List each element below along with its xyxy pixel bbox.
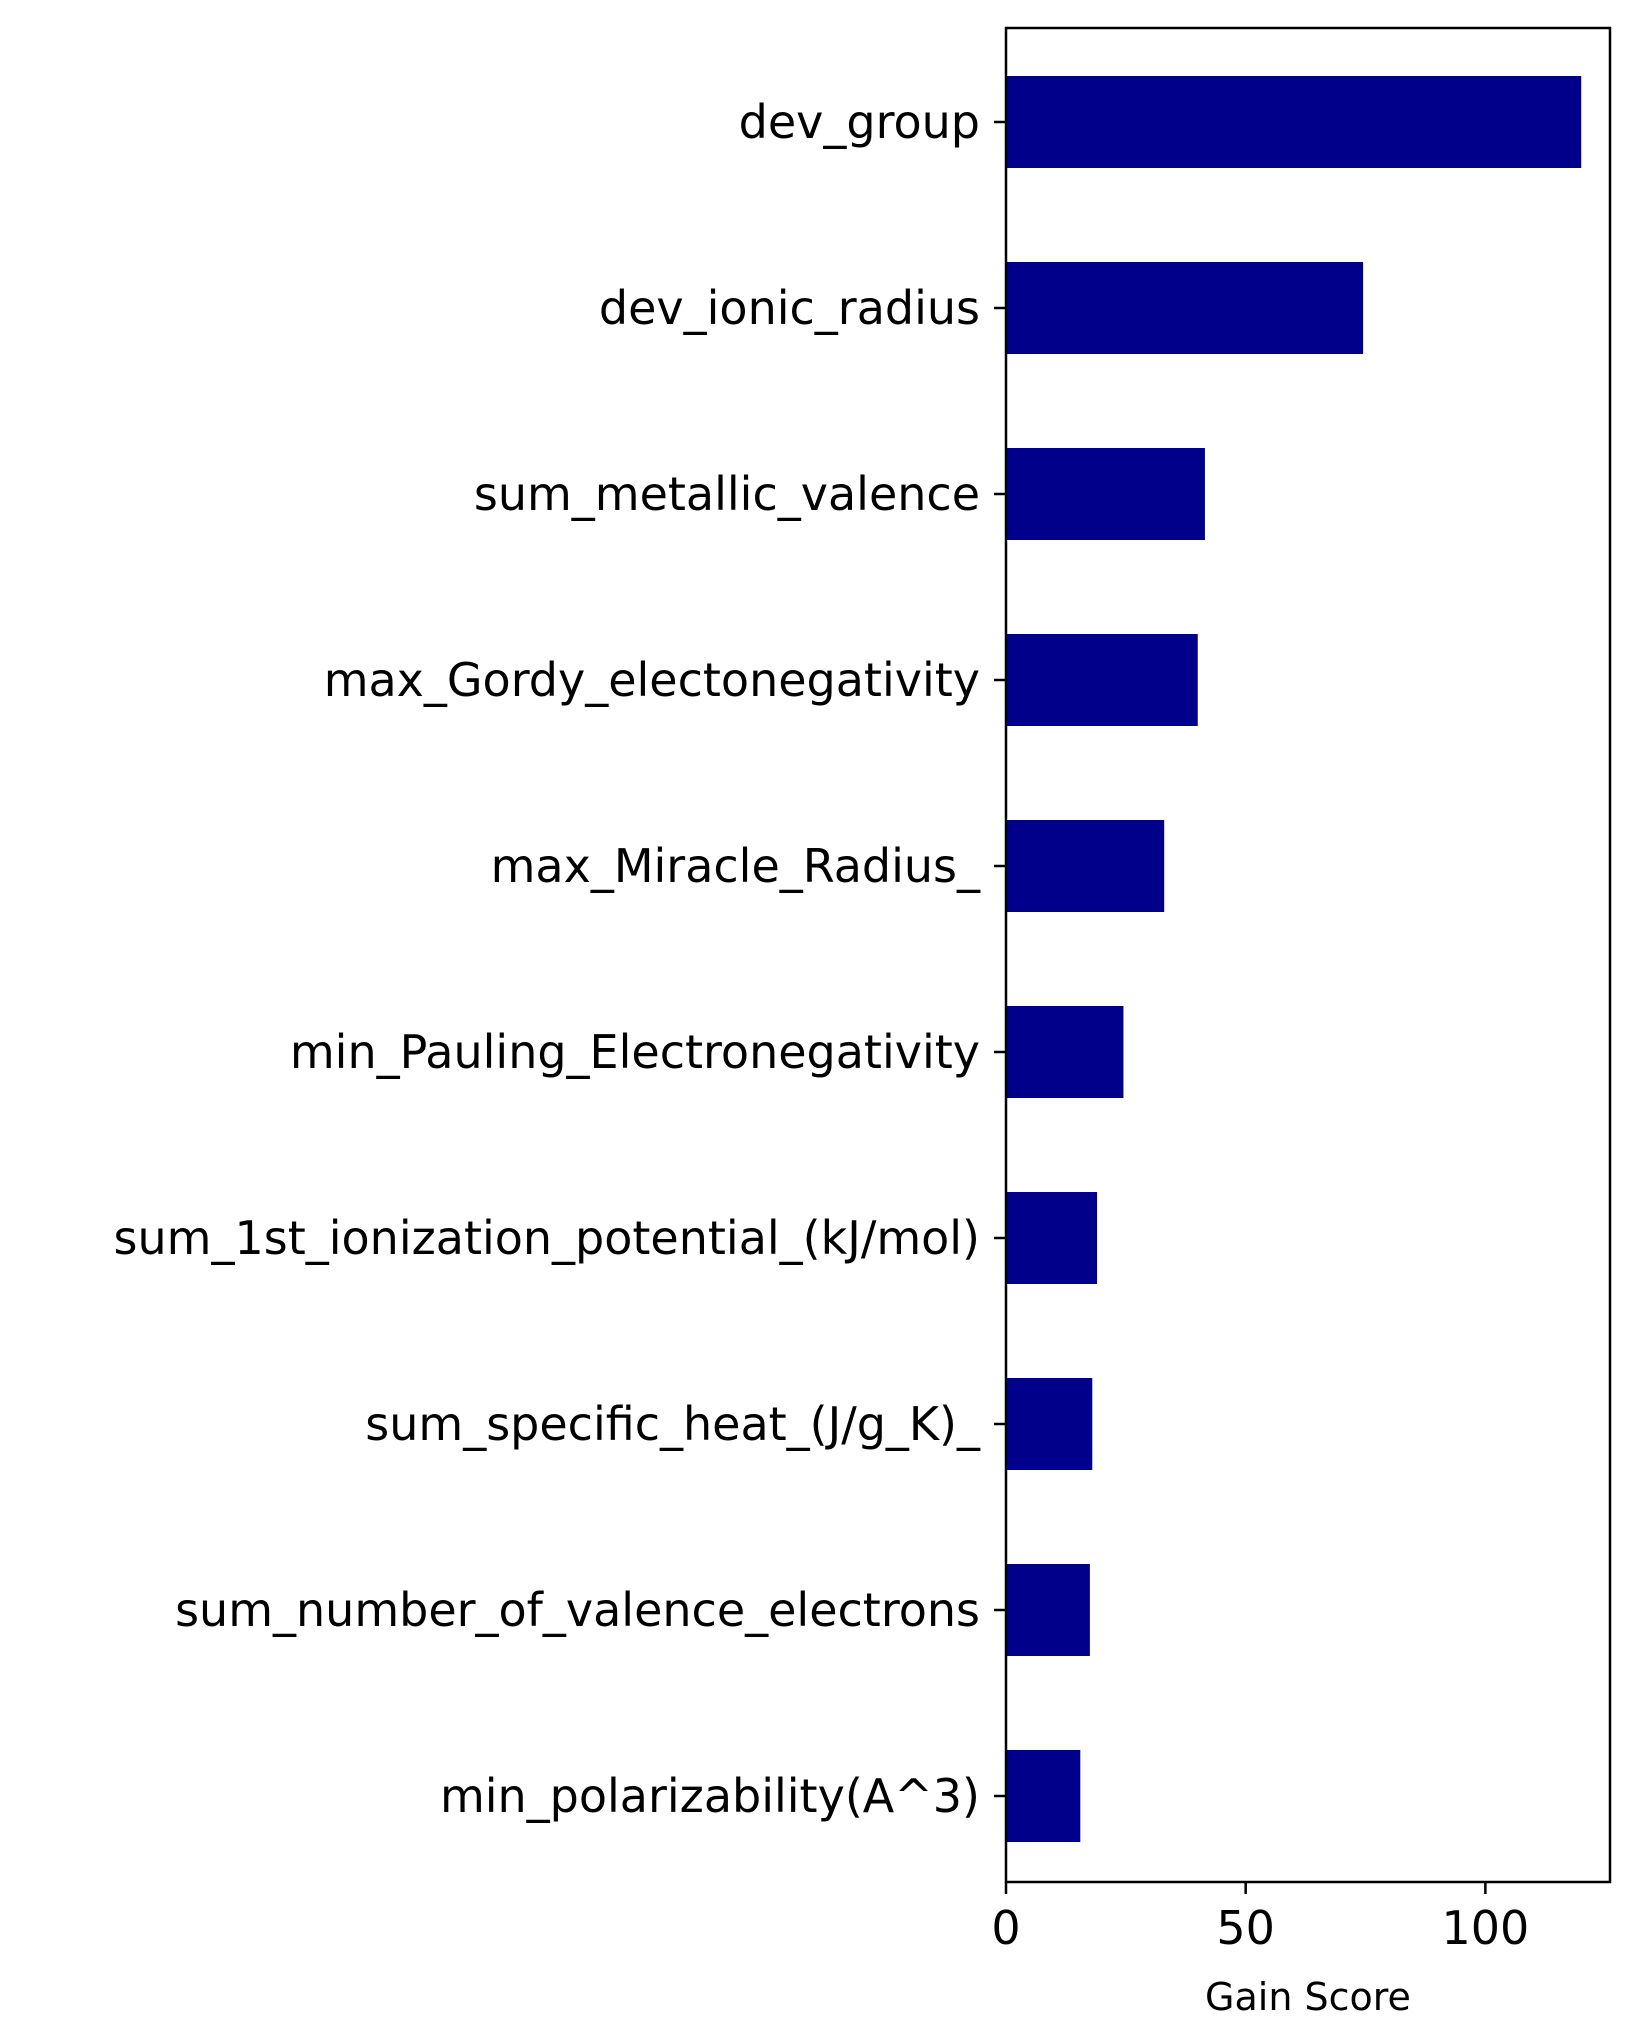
bar-1 (1006, 262, 1364, 354)
axes-frame (1004, 26, 1612, 1884)
bar-8 (1006, 1564, 1090, 1656)
y-axis-ticks: dev_group dev_ionic_radius sum_metallic_va… (114, 95, 1006, 1823)
y-tick-label-4: max_Miracle_Radius_ (491, 839, 981, 893)
bars-group (1006, 76, 1582, 1842)
y-tick-label-7: sum_specific_heat_(J/g_K)_ (365, 1397, 981, 1451)
y-tick-label-5: min_Pauling_Electronegativity (290, 1025, 980, 1079)
y-tick-label-6: sum_1st_ionization_potential_(kJ/mol) (114, 1211, 980, 1265)
y-tick-label-0: dev_group (739, 95, 980, 149)
bar-9 (1006, 1750, 1081, 1842)
y-tick-label-8: sum_number_of_valence_electrons (175, 1583, 980, 1637)
y-tick-label-2: sum_metallic_valence (474, 467, 980, 521)
bar-3 (1006, 634, 1198, 726)
x-axis-title: Gain Score (1205, 1975, 1411, 2019)
bar-6 (1006, 1192, 1098, 1284)
y-tick-label-3: max_Gordy_electonegativity (324, 653, 980, 707)
bar-7 (1006, 1378, 1093, 1470)
bar-5 (1006, 1006, 1124, 1098)
x-axis-ticks: 0 50 100 (991, 1882, 1529, 1955)
y-tick-label-1: dev_ionic_radius (599, 281, 980, 335)
bar-4 (1006, 820, 1165, 912)
x-tick-label-1: 50 (1216, 1901, 1275, 1955)
x-tick-label-0: 0 (991, 1901, 1020, 1955)
bar-0 (1006, 76, 1582, 168)
y-tick-label-9: min_polarizability(A^3) (440, 1769, 980, 1823)
bar-2 (1006, 448, 1205, 540)
x-tick-label-2: 100 (1441, 1901, 1529, 1955)
